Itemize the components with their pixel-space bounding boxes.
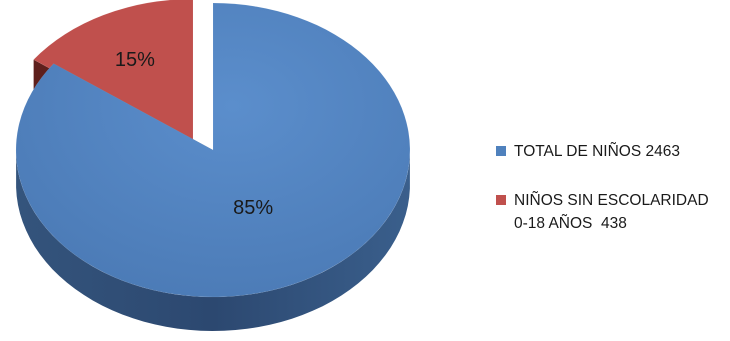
chart-legend: TOTAL DE NIÑOS 2463 NIÑOS SIN ESCOLARIDA… (496, 140, 726, 235)
data-label-85: 85% (233, 197, 273, 219)
legend-label-line-1: NIÑOS SIN ESCOLARIDAD (514, 189, 726, 212)
legend-swatch-blue (496, 146, 506, 156)
legend-label-line-2: 0-18 AÑOS 438 (514, 212, 726, 235)
legend-item-sin-escolaridad: NIÑOS SIN ESCOLARIDAD 0-18 AÑOS 438 (496, 189, 726, 235)
legend-item-total: TOTAL DE NIÑOS 2463 (496, 140, 726, 163)
legend-swatch-red (496, 195, 506, 205)
data-label-15: 15% (115, 49, 155, 71)
legend-label: TOTAL DE NIÑOS 2463 (514, 140, 726, 163)
